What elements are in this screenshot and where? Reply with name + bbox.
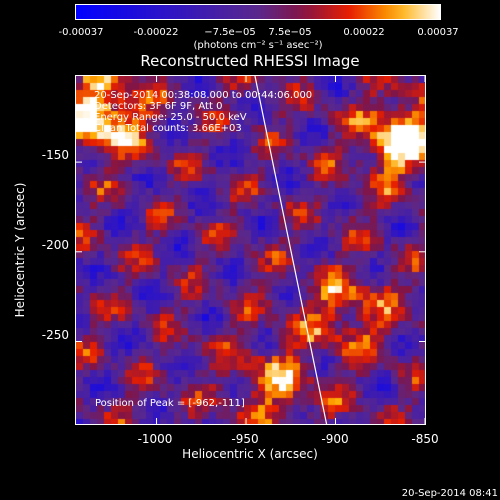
info-clean-counts: Clean Total counts: 3.66E+03 (94, 123, 242, 134)
solar-limb-line (254, 75, 328, 425)
info-time-range: 20-Sep-2014 00:38:08.000 to 00:44:06.000 (94, 90, 313, 101)
y-tick-label: -250 (41, 328, 69, 342)
y-tick-label: -200 (41, 238, 69, 252)
colorbar-units: (photons cm⁻² s⁻¹ asec⁻²) (193, 40, 323, 51)
y-tick-label: -150 (41, 148, 69, 162)
chart-title: Reconstructed RHESSI Image (140, 52, 360, 70)
x-tick-label: -900 (321, 432, 349, 446)
x-tick-label: -850 (411, 432, 439, 446)
peak-position-label: Position of Peak = [-962,-111] (95, 398, 245, 409)
colorbar-tick-label: 7.5e−05 (268, 27, 312, 38)
y-axis-label: Heliocentric Y (arcsec) (13, 182, 27, 318)
colorbar-tick-label: -0.00037 (58, 27, 104, 38)
plot-timestamp: 20-Sep-2014 08:41 (401, 488, 498, 499)
colorbar-tick-label: −7.5e−05 (204, 27, 256, 38)
info-energy-range: Energy Range: 25.0 - 50.0 keV (94, 112, 247, 123)
x-tick-label: -950 (231, 432, 259, 446)
heatmap-image (76, 76, 425, 424)
x-tick-label: -1000 (137, 432, 173, 446)
colorbar-tick-label: 0.00037 (417, 27, 459, 38)
info-detectors: Detectors: 3F 6F 9F, Att 0 (94, 101, 223, 112)
info-block: 20-Sep-2014 00:38:08.000 to 00:44:06.000… (94, 90, 312, 134)
x-axis-label: Heliocentric X (arcsec) (182, 447, 318, 461)
colorbar-tick-label: 0.00022 (343, 27, 385, 38)
plot-area (75, 75, 426, 425)
colorbar (75, 4, 441, 20)
colorbar-tick-label: -0.00022 (133, 27, 179, 38)
